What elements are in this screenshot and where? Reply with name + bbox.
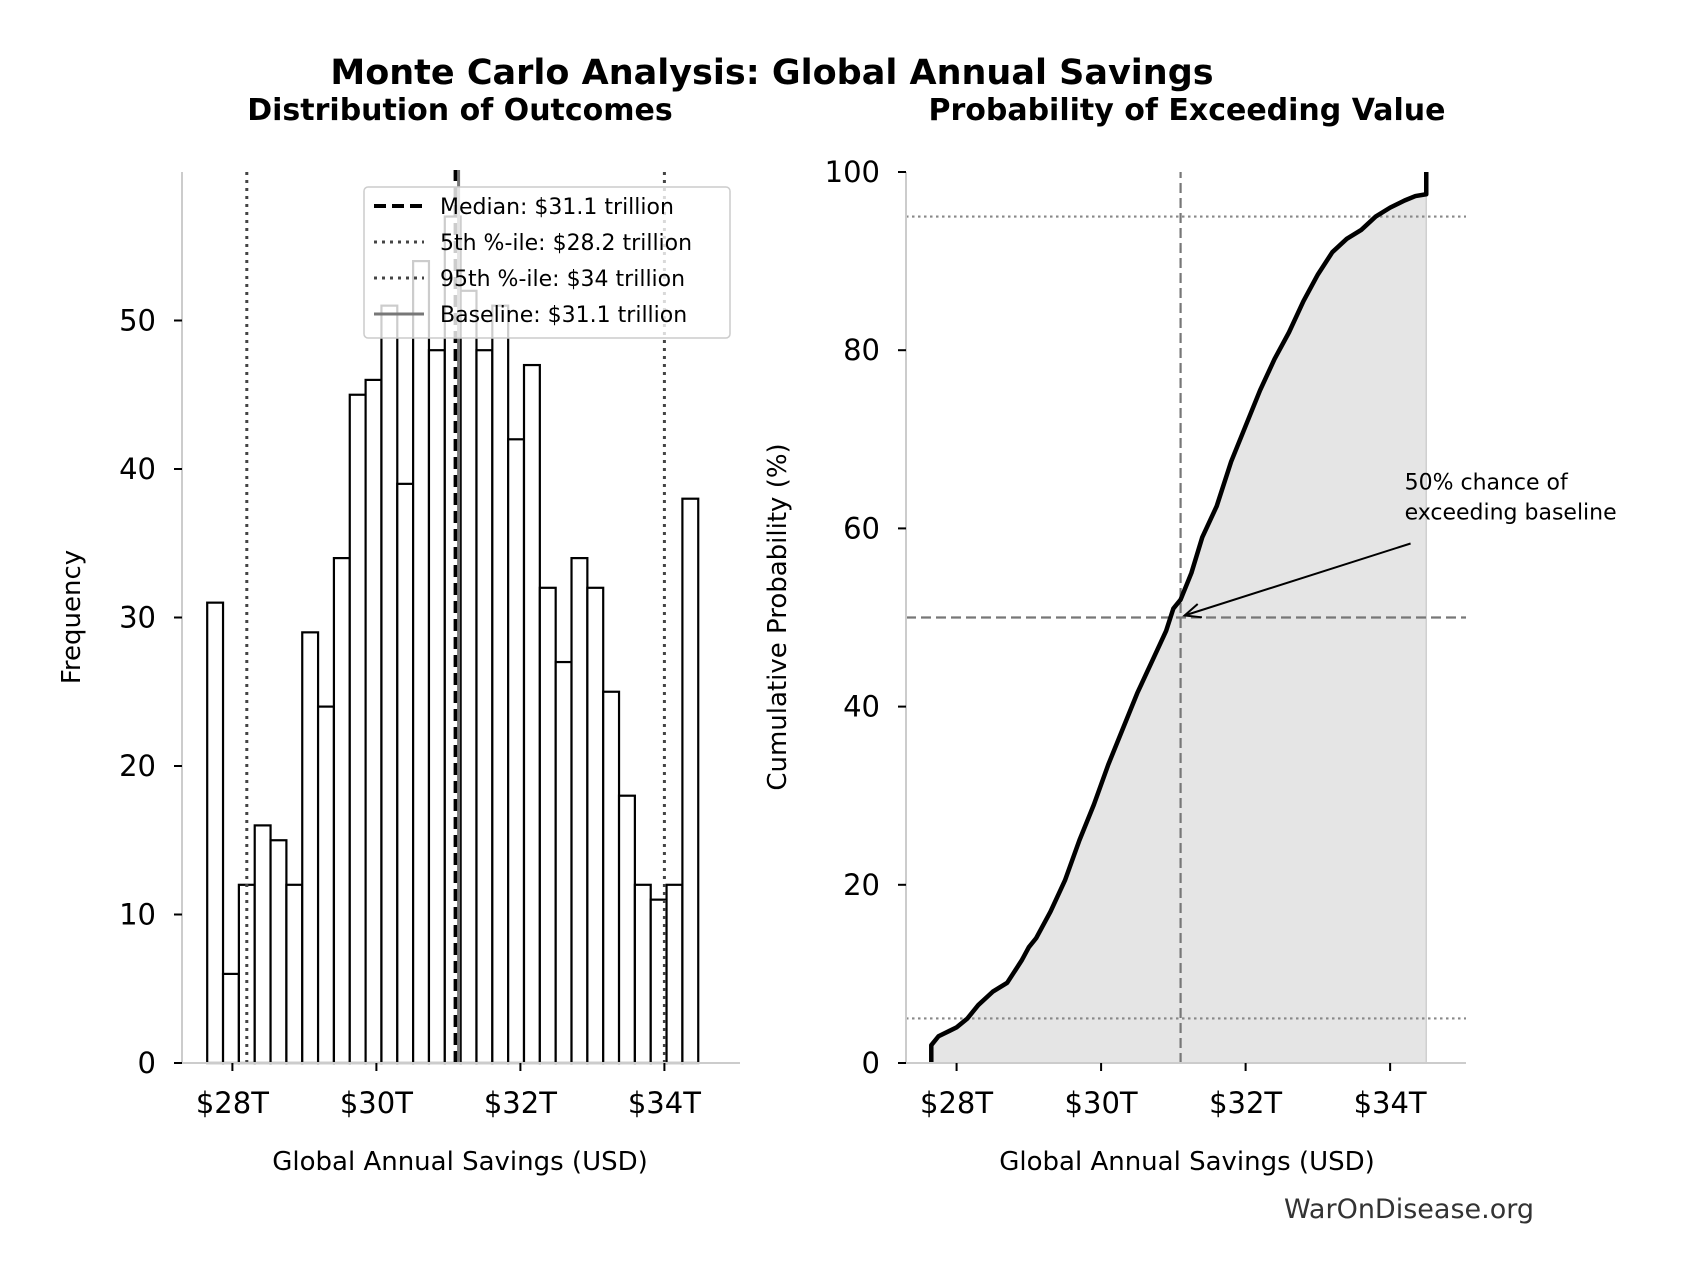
histogram-bar	[681, 497, 700, 1065]
histogram-bar	[332, 556, 351, 1065]
histogram-bar	[301, 631, 320, 1065]
histogram-bar	[522, 363, 541, 1065]
histogram-chart: Distribution of Outcomes $28T $30T $32T $34…	[57, 93, 740, 1177]
cdf-annotation: 50% chance of exceeding baseline	[1182, 470, 1617, 619]
cdf-title: Probability of Exceeding Value	[928, 93, 1445, 128]
histogram-bar	[475, 349, 494, 1065]
legend-label: 95th %-ile: $34 trillion	[440, 267, 685, 292]
legend-label: Median: $31.1 trillion	[440, 195, 674, 220]
histogram-y-tick-label: 20	[119, 749, 156, 783]
histogram-x-tick-label: $32T	[484, 1086, 557, 1120]
histogram-y-tick-label: 10	[119, 898, 156, 932]
cdf-y-tick-label: 60	[843, 511, 880, 545]
legend-label: 5th %-ile: $28.2 trillion	[440, 231, 692, 256]
cdf-y-tick-label: 80	[843, 333, 880, 367]
histogram-bar	[507, 438, 526, 1065]
histogram-bar	[554, 660, 573, 1065]
cdf-series-line	[929, 172, 1429, 1063]
histogram-bar	[586, 586, 605, 1065]
histogram-title: Distribution of Outcomes	[247, 93, 673, 128]
cumulative-probability-chart: Probability of Exceeding Value $28T $30T $…	[763, 93, 1617, 1177]
legend-box	[363, 186, 731, 339]
histogram-bar	[427, 349, 446, 1065]
histogram-plot-area: $28T $30T $32T $34T 0 10 20 30 40 50	[119, 170, 740, 1120]
figure-title: Monte Carlo Analysis: Global Annual Savi…	[330, 53, 1213, 93]
cdf-x-tick-label: $32T	[1209, 1086, 1282, 1120]
histogram-legend: Median: $31.1 trillion 5th %-ile: $28.2 t…	[363, 186, 731, 339]
histogram-bar	[459, 289, 478, 1065]
histogram-bar	[316, 705, 336, 1065]
cdf-x-tick-label: $30T	[1065, 1086, 1138, 1120]
histogram-bar	[269, 839, 288, 1065]
histogram-bar	[253, 824, 272, 1065]
annotation-text: exceeding baseline	[1405, 500, 1617, 525]
cdf-x-tick-label: $28T	[920, 1086, 993, 1120]
cdf-y-tick-label: 0	[862, 1046, 880, 1080]
histogram-bar	[491, 304, 510, 1065]
histogram-x-axis-label: Global Annual Savings (USD)	[272, 1147, 648, 1177]
histogram-bar	[412, 260, 431, 1065]
histogram-y-tick-label: 50	[119, 304, 156, 338]
histogram-bar	[285, 883, 304, 1065]
legend-label: Baseline: $31.1 trillion	[440, 303, 687, 328]
watermark: WarOnDisease.org	[1284, 1194, 1534, 1225]
histogram-bar	[348, 393, 367, 1065]
cdf-plot-area: $28T $30T $32T $34T 0 20 40 60 80 100	[825, 155, 1466, 1120]
histogram-bar	[665, 883, 684, 1065]
histogram-x-tick-label: $28T	[196, 1086, 269, 1120]
histogram-bar	[538, 586, 557, 1065]
annotation-arrow-head	[1182, 603, 1203, 619]
histogram-bar	[396, 482, 415, 1065]
cdf-y-tick-label: 20	[843, 868, 880, 902]
histogram-bar	[633, 883, 652, 1065]
annotation-text: 50% chance of	[1405, 470, 1569, 495]
histogram-bar	[364, 378, 383, 1065]
cdf-y-tick-label: 40	[843, 690, 880, 724]
cdf-y-axis-label: Cumulative Probability (%)	[763, 443, 793, 790]
histogram-y-axis-label: Frequency	[57, 550, 87, 684]
annotation-arrow-line	[1184, 542, 1411, 617]
histogram-bar	[221, 972, 240, 1065]
histogram-x-tick-label: $34T	[628, 1086, 701, 1120]
histogram-y-tick-label: 0	[138, 1046, 156, 1080]
cdf-x-tick-label: $34T	[1354, 1086, 1427, 1120]
histogram-y-tick-label: 40	[119, 452, 156, 486]
histogram-y-tick-label: 30	[119, 601, 156, 635]
histogram-bar	[206, 601, 225, 1065]
histogram-bar	[602, 690, 621, 1065]
cdf-x-axis-label: Global Annual Savings (USD)	[999, 1147, 1375, 1177]
histogram-bar	[617, 794, 636, 1065]
cdf-y-tick-label: 100	[825, 155, 880, 189]
histogram-bar	[380, 304, 399, 1065]
histogram-bar	[570, 556, 589, 1065]
histogram-x-tick-label: $30T	[340, 1086, 413, 1120]
